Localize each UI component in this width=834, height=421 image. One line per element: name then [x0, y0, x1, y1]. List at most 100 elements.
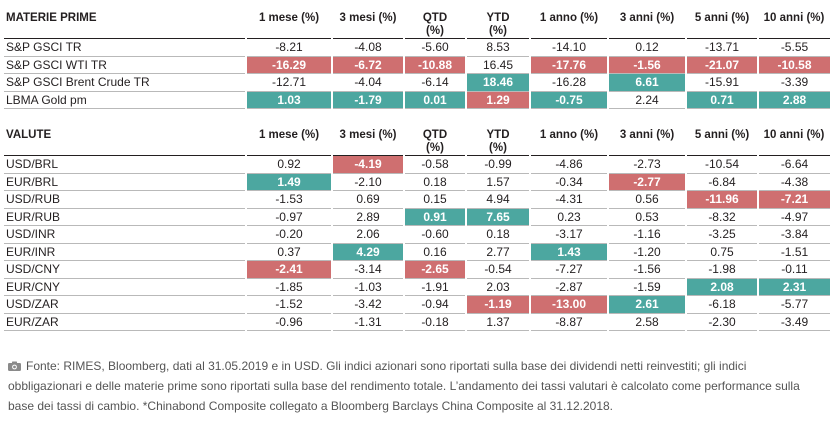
column-header: 1 anno (%): [539, 129, 599, 141]
value-cell: -1.91: [403, 278, 466, 296]
value-cell: -13.00: [529, 295, 608, 314]
value-cell: -13.71: [685, 38, 758, 57]
source-text: Fonte: RIMES, Bloomberg, dati al 31.05.2…: [8, 359, 800, 413]
value-cell: -4.19: [331, 155, 404, 174]
value-cell: -1.59: [607, 278, 686, 296]
row-label: S&P GSCI TR: [4, 38, 246, 57]
value-cell: 0.75: [685, 243, 758, 261]
value-cell: -8.32: [685, 208, 758, 226]
value-cell: 2.58: [607, 313, 686, 331]
column-header: 5 anni (%): [694, 129, 750, 141]
value-cell: -1.19: [465, 295, 530, 314]
value-cell: -6.18: [685, 295, 758, 314]
value-cell: -2.77: [607, 173, 686, 191]
value-cell: 1.03: [245, 91, 332, 109]
value-cell: 0.01: [403, 91, 466, 109]
currencies-table: VALUTE 1 mese (%) 3 mesi (%) QTD (%) YTD…: [4, 129, 830, 331]
column-header: 10 anni (%): [763, 12, 825, 24]
value-cell: -6.64: [757, 155, 830, 174]
value-cell: 2.77: [465, 243, 530, 261]
value-cell: -2.30: [685, 313, 758, 331]
value-cell: -3.17: [529, 225, 608, 244]
value-cell: 1.43: [529, 243, 608, 261]
row-label: EUR/BRL: [4, 173, 246, 191]
value-cell: -4.31: [529, 190, 608, 209]
value-cell: -10.54: [685, 155, 758, 174]
value-cell: 4.29: [331, 243, 404, 261]
value-cell: -3.84: [757, 225, 830, 244]
value-cell: 0.18: [465, 225, 530, 244]
row-label: S&P GSCI WTI TR: [4, 56, 246, 74]
value-cell: -6.84: [685, 173, 758, 191]
value-cell: -8.87: [529, 313, 608, 331]
column-header: 1 mese (%): [258, 12, 320, 24]
value-cell: -4.97: [757, 208, 830, 226]
value-cell: -10.58: [757, 56, 830, 74]
value-cell: -1.52: [245, 295, 332, 314]
value-cell: 0.91: [403, 208, 466, 226]
value-cell: -1.20: [607, 243, 686, 261]
value-cell: 0.56: [607, 190, 686, 209]
column-header: YTD (%): [486, 12, 510, 37]
value-cell: 0.23: [529, 208, 608, 226]
value-cell: 8.53: [465, 38, 530, 57]
value-cell: -4.38: [757, 173, 830, 191]
value-cell: 18.46: [465, 73, 530, 92]
commodity-row: LBMA Gold pm 1.03 -1.79 0.01 1.29 -0.75 2.24 0.…: [4, 91, 830, 109]
source-note: Fonte: RIMES, Bloomberg, dati al 31.05.2…: [8, 356, 818, 416]
row-label: USD/BRL: [4, 155, 246, 174]
value-cell: -2.87: [529, 278, 608, 296]
value-cell: -1.56: [607, 56, 686, 74]
value-cell: -5.55: [757, 38, 830, 57]
value-cell: -3.42: [331, 295, 404, 314]
value-cell: -0.54: [465, 260, 530, 279]
value-cell: -17.76: [529, 56, 608, 74]
value-cell: -2.10: [331, 173, 404, 191]
value-cell: 0.92: [245, 155, 332, 174]
value-cell: 2.31: [757, 278, 830, 296]
value-cell: 7.65: [465, 208, 530, 226]
column-header: 5 anni (%): [694, 12, 750, 24]
value-cell: -14.10: [529, 38, 608, 57]
column-header: 1 anno (%): [539, 12, 599, 24]
value-cell: 2.89: [331, 208, 404, 226]
commodities-table: MATERIE PRIME 1 mese (%) 3 mesi (%) QTD …: [4, 12, 830, 109]
value-cell: 0.37: [245, 243, 332, 261]
column-header: 3 mesi (%): [339, 129, 397, 141]
column-header: 3 anni (%): [619, 12, 675, 24]
value-cell: -16.28: [529, 73, 608, 92]
value-cell: 1.37: [465, 313, 530, 331]
row-label: LBMA Gold pm: [4, 91, 246, 109]
commodity-row: S&P GSCI Brent Crude TR -12.71 -4.04 -6.14 1…: [4, 73, 830, 92]
row-label: EUR/CNY: [4, 278, 246, 296]
value-cell: -1.85: [245, 278, 332, 296]
value-cell: 6.61: [607, 73, 686, 92]
currencies-header-row: VALUTE 1 mese (%) 3 mesi (%) QTD (%) YTD…: [4, 129, 830, 156]
commodities-title: MATERIE PRIME: [6, 12, 97, 24]
value-cell: -10.88: [403, 56, 466, 74]
value-cell: 16.45: [465, 56, 530, 74]
value-cell: -1.79: [331, 91, 404, 109]
commodity-row: S&P GSCI TR -8.21 -4.08 -5.60 8.53 -14.10 0.12…: [4, 38, 830, 57]
currencies-title: VALUTE: [6, 129, 52, 141]
currency-row: USD/CNY -2.41 -3.14 -2.65 -0.54 -7.27 -1.56 -1.…: [4, 260, 830, 279]
value-cell: -4.86: [529, 155, 608, 174]
currency-row: EUR/BRL 1.49 -2.10 0.18 1.57 -0.34 -2.77 -6.84-…: [4, 173, 830, 191]
value-cell: -0.94: [403, 295, 466, 314]
value-cell: -15.91: [685, 73, 758, 92]
value-cell: 0.18: [403, 173, 466, 191]
column-header: 3 mesi (%): [339, 12, 397, 24]
value-cell: -0.75: [529, 91, 608, 109]
value-cell: -3.25: [685, 225, 758, 244]
column-header: YTD (%): [486, 129, 510, 154]
row-label: USD/INR: [4, 225, 246, 244]
commodity-row: S&P GSCI WTI TR -16.29 -6.72 -10.88 16.45 -17…: [4, 56, 830, 74]
value-cell: -0.20: [245, 225, 332, 244]
value-cell: -0.18: [403, 313, 466, 331]
currency-row: USD/ZAR -1.52 -3.42 -0.94 -1.19 -13.00 2.61 -6.…: [4, 295, 830, 314]
value-cell: 2.06: [331, 225, 404, 244]
value-cell: -11.96: [685, 190, 758, 209]
value-cell: 1.57: [465, 173, 530, 191]
value-cell: -4.04: [331, 73, 404, 92]
row-label: EUR/INR: [4, 243, 246, 261]
